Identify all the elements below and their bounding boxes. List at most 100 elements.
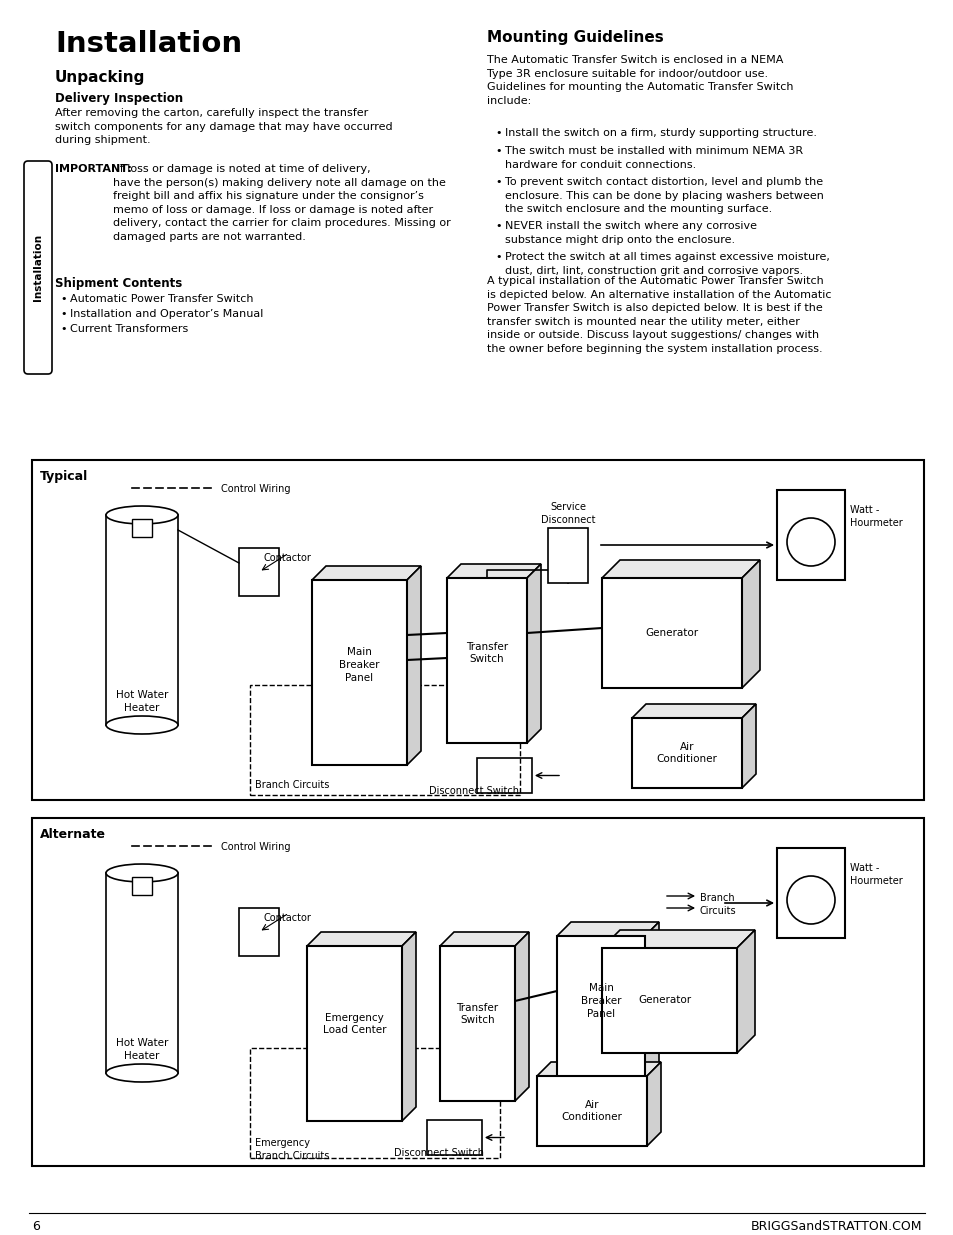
Text: Mounting Guidelines: Mounting Guidelines bbox=[486, 30, 663, 44]
Polygon shape bbox=[741, 559, 760, 688]
Text: Installation: Installation bbox=[33, 233, 43, 301]
Text: Transfer
Switch: Transfer Switch bbox=[465, 642, 508, 664]
Text: •: • bbox=[60, 324, 67, 333]
Text: •: • bbox=[60, 309, 67, 319]
Text: Unpacking: Unpacking bbox=[55, 70, 145, 85]
Bar bbox=[239, 908, 278, 956]
Polygon shape bbox=[312, 566, 420, 580]
Text: Generator: Generator bbox=[645, 629, 698, 638]
Bar bbox=[250, 685, 519, 795]
Text: •: • bbox=[495, 177, 501, 186]
Bar bbox=[776, 490, 844, 580]
Bar bbox=[537, 1076, 646, 1146]
Text: Typical: Typical bbox=[40, 471, 89, 483]
Polygon shape bbox=[737, 930, 754, 1053]
Polygon shape bbox=[439, 932, 529, 946]
Circle shape bbox=[786, 517, 834, 566]
Bar bbox=[32, 459, 923, 800]
Text: •: • bbox=[495, 221, 501, 231]
Ellipse shape bbox=[106, 506, 178, 524]
Bar bbox=[106, 515, 178, 725]
Text: •: • bbox=[495, 146, 501, 156]
Polygon shape bbox=[526, 564, 540, 743]
Text: Main
Breaker
Panel: Main Breaker Panel bbox=[580, 983, 620, 1019]
Text: BRIGGSandSTRATTON.COM: BRIGGSandSTRATTON.COM bbox=[750, 1219, 921, 1233]
Text: NEVER install the switch where any corrosive
substance might drip onto the enclo: NEVER install the switch where any corro… bbox=[504, 221, 757, 245]
Text: Watt -
Hourmeter: Watt - Hourmeter bbox=[849, 505, 902, 527]
Bar bbox=[476, 758, 532, 793]
Text: Current Transformers: Current Transformers bbox=[70, 324, 188, 333]
Text: The switch must be installed with minimum NEMA 3R
hardware for conduit connectio: The switch must be installed with minimu… bbox=[504, 146, 802, 169]
Text: Installation: Installation bbox=[55, 30, 242, 58]
Text: Disconnect Switch: Disconnect Switch bbox=[429, 785, 519, 797]
Bar bbox=[776, 848, 844, 939]
Bar bbox=[250, 1049, 499, 1158]
Polygon shape bbox=[407, 566, 420, 764]
Bar bbox=[427, 1120, 481, 1155]
Polygon shape bbox=[601, 930, 754, 948]
Text: Contactor: Contactor bbox=[264, 553, 312, 563]
Text: Shipment Contents: Shipment Contents bbox=[55, 277, 182, 290]
Text: Air
Conditioner: Air Conditioner bbox=[656, 741, 717, 764]
Bar bbox=[132, 519, 152, 537]
Polygon shape bbox=[401, 932, 416, 1121]
Bar bbox=[239, 548, 278, 597]
Bar bbox=[132, 877, 152, 895]
Text: Installation and Operator’s Manual: Installation and Operator’s Manual bbox=[70, 309, 263, 319]
Bar bbox=[547, 529, 587, 583]
Text: Contactor: Contactor bbox=[264, 913, 312, 923]
Text: If loss or damage is noted at time of delivery,
have the person(s) making delive: If loss or damage is noted at time of de… bbox=[112, 164, 450, 242]
FancyBboxPatch shape bbox=[24, 161, 52, 374]
Bar bbox=[601, 948, 737, 1053]
Ellipse shape bbox=[106, 1065, 178, 1082]
Text: Air
Conditioner: Air Conditioner bbox=[561, 1099, 621, 1123]
Text: Branch
Circuits: Branch Circuits bbox=[700, 893, 736, 916]
Text: Hot Water
Heater: Hot Water Heater bbox=[115, 1037, 168, 1061]
Text: A typical installation of the Automatic Power Transfer Switch
is depicted below.: A typical installation of the Automatic … bbox=[486, 275, 831, 354]
Bar bbox=[631, 718, 741, 788]
Text: Delivery Inspection: Delivery Inspection bbox=[55, 91, 183, 105]
Bar bbox=[106, 873, 178, 1073]
Text: Control Wiring: Control Wiring bbox=[221, 842, 291, 852]
Text: Control Wiring: Control Wiring bbox=[221, 484, 291, 494]
Text: IMPORTANT:: IMPORTANT: bbox=[55, 164, 132, 174]
Polygon shape bbox=[307, 932, 416, 946]
Polygon shape bbox=[601, 559, 760, 578]
Bar bbox=[439, 946, 515, 1100]
Bar bbox=[32, 818, 923, 1166]
Text: •: • bbox=[495, 252, 501, 262]
Text: Automatic Power Transfer Switch: Automatic Power Transfer Switch bbox=[70, 294, 253, 304]
Text: Alternate: Alternate bbox=[40, 827, 106, 841]
Polygon shape bbox=[646, 1062, 660, 1146]
Text: Watt -
Hourmeter: Watt - Hourmeter bbox=[849, 863, 902, 885]
Text: Service
Disconnect: Service Disconnect bbox=[540, 503, 595, 525]
Text: Install the switch on a firm, sturdy supporting structure.: Install the switch on a firm, sturdy sup… bbox=[504, 128, 816, 138]
Text: Emergency
Branch Circuits: Emergency Branch Circuits bbox=[254, 1139, 329, 1161]
Text: Hot Water
Heater: Hot Water Heater bbox=[115, 690, 168, 713]
Polygon shape bbox=[631, 704, 755, 718]
Bar bbox=[447, 578, 526, 743]
Bar bbox=[557, 936, 644, 1084]
Ellipse shape bbox=[106, 716, 178, 734]
Text: •: • bbox=[60, 294, 67, 304]
Text: Disconnect Switch: Disconnect Switch bbox=[395, 1149, 484, 1158]
Polygon shape bbox=[741, 704, 755, 788]
Text: After removing the carton, carefully inspect the transfer
switch components for : After removing the carton, carefully ins… bbox=[55, 107, 393, 146]
Ellipse shape bbox=[106, 864, 178, 882]
Text: Transfer
Switch: Transfer Switch bbox=[456, 1003, 498, 1025]
Text: 6: 6 bbox=[32, 1219, 40, 1233]
Polygon shape bbox=[557, 923, 659, 936]
Polygon shape bbox=[537, 1062, 660, 1076]
Polygon shape bbox=[447, 564, 540, 578]
Text: Emergency
Load Center: Emergency Load Center bbox=[322, 1013, 386, 1035]
Text: Generator: Generator bbox=[638, 995, 690, 1005]
Text: Branch Circuits: Branch Circuits bbox=[254, 781, 329, 790]
Polygon shape bbox=[515, 932, 529, 1100]
Bar bbox=[307, 946, 401, 1121]
Text: •: • bbox=[495, 128, 501, 138]
Text: To prevent switch contact distortion, level and plumb the
enclosure. This can be: To prevent switch contact distortion, le… bbox=[504, 177, 823, 214]
Bar bbox=[601, 578, 741, 688]
Circle shape bbox=[786, 876, 834, 924]
Polygon shape bbox=[644, 923, 659, 1084]
Text: Protect the switch at all times against excessive moisture,
dust, dirt, lint, co: Protect the switch at all times against … bbox=[504, 252, 829, 275]
